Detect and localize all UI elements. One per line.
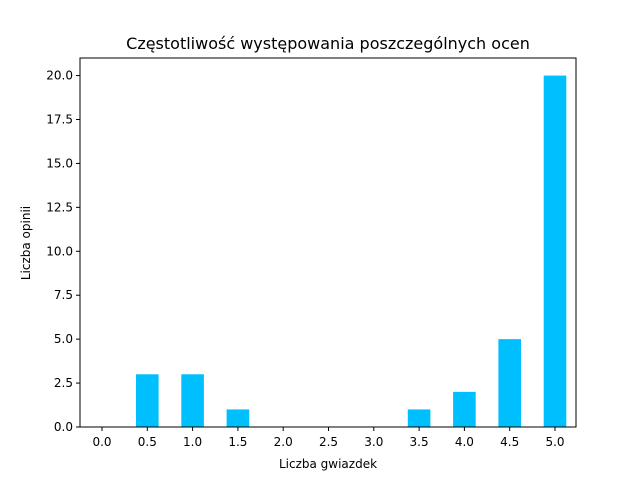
x-tick-label: 2.0 [274, 435, 293, 449]
x-ticks: 0.0 0.5 1.0 1.5 2.0 2.5 3.0 3.5 4.0 4.5 5.0 [92, 427, 565, 449]
bar-4.5 [498, 339, 521, 427]
y-tick-label: 0.0 [54, 420, 73, 434]
bar-5.0 [543, 75, 567, 427]
x-tick-label: 3.0 [364, 435, 383, 449]
x-tick-label: 5.0 [545, 435, 564, 449]
bar-1.5 [226, 409, 250, 427]
y-tick-label: 15.0 [46, 156, 73, 170]
x-tick-label: 0.5 [138, 435, 157, 449]
x-tick-label: 1.0 [183, 435, 202, 449]
y-tick-label: 12.5 [46, 200, 73, 214]
x-tick-label: 0.0 [92, 435, 111, 449]
plot-frame [79, 57, 577, 428]
bar-4.0 [453, 391, 476, 427]
y-tick-label: 2.5 [54, 376, 73, 390]
x-axis-label: Liczba gwiazdek [279, 457, 377, 471]
y-axis-label: Liczba opinii [19, 206, 33, 280]
y-ticks: 0.0 2.5 5.0 7.5 10.0 12.5 15.0 17.5 20.0 [46, 69, 80, 434]
y-tick-label: 7.5 [54, 288, 73, 302]
bar-3.5 [407, 409, 431, 427]
y-tick-label: 17.5 [46, 113, 73, 127]
x-tick-label: 2.5 [319, 435, 338, 449]
x-tick-label: 4.0 [455, 435, 474, 449]
y-tick-label: 5.0 [54, 332, 73, 346]
x-tick-label: 4.5 [500, 435, 519, 449]
x-tick-label: 1.5 [228, 435, 247, 449]
x-tick-label: 3.5 [410, 435, 429, 449]
chart-title: Częstotliwość występowania poszczególnyc… [126, 34, 530, 53]
y-tick-label: 20.0 [46, 69, 73, 83]
bar-0.5 [136, 374, 159, 427]
y-tick-label: 10.0 [46, 244, 73, 258]
bars-group [136, 75, 567, 427]
bar-1.0 [181, 374, 204, 427]
